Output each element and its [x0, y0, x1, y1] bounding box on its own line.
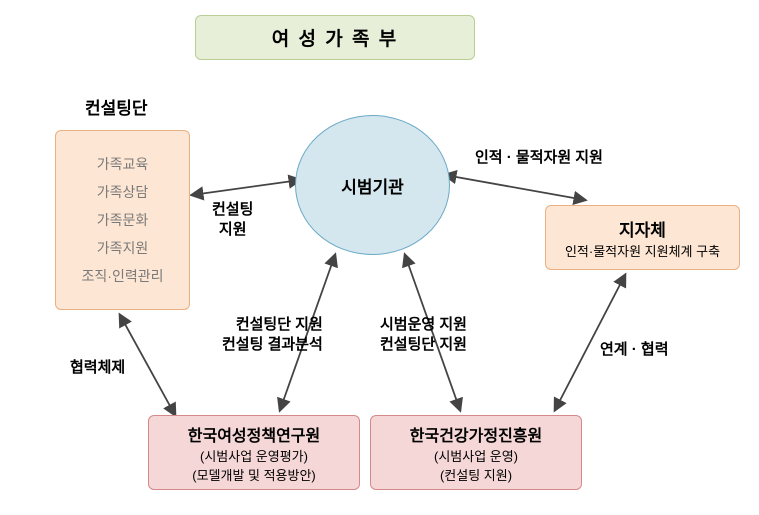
khfpi-sub2: (컨설팅 지원)	[440, 465, 512, 484]
consulting-box: 가족교육 가족상담 가족문화 가족지원 조직·인력관리	[55, 130, 190, 310]
kwdi-sub1: (시범사업 운영평가)	[200, 446, 308, 465]
label-left-mid: 컨설팅단 지원 컨설팅 결과분석	[222, 315, 323, 354]
pilot-circle: 시범기관	[295, 115, 450, 255]
kwdi-sub2: (모델개발 및 적용방안)	[192, 465, 316, 484]
consulting-item: 가족교육	[82, 150, 164, 178]
ministry-title: 여 성 가 족 부	[272, 24, 399, 51]
label-link-coop: 연계 · 협력	[600, 340, 669, 360]
khfpi-box: 한국건강가정진흥원 (시범사업 운영) (컨설팅 지원)	[370, 415, 582, 490]
consulting-item: 가족상담	[82, 178, 164, 206]
label-right-mid: 시범운영 지원 컨설팅단 지원	[380, 315, 467, 354]
local-gov-subtitle: 인적·물적자원 지원체계 구축	[565, 241, 720, 260]
consulting-item: 가족지원	[82, 234, 164, 262]
ministry-box: 여 성 가 족 부	[195, 15, 475, 60]
consulting-list: 가족교육 가족상담 가족문화 가족지원 조직·인력관리	[82, 150, 164, 290]
khfpi-title: 한국건강가정진흥원	[410, 422, 542, 446]
khfpi-sub1: (시범사업 운영)	[434, 446, 518, 465]
local-gov-box: 지자체 인적·물적자원 지원체계 구축	[545, 205, 740, 270]
pilot-title: 시범기관	[341, 173, 404, 198]
label-coop-system: 협력체제	[70, 358, 125, 378]
consulting-item: 가족문화	[82, 206, 164, 234]
kwdi-box: 한국여성정책연구원 (시범사업 운영평가) (모델개발 및 적용방안)	[148, 415, 360, 490]
kwdi-title: 한국여성정책연구원	[188, 422, 320, 446]
consulting-item: 조직·인력관리	[82, 262, 164, 290]
consulting-heading: 컨설팅단	[85, 98, 148, 120]
label-hr-material: 인적 · 물적자원 지원	[475, 148, 603, 168]
local-gov-title: 지자체	[619, 216, 666, 241]
label-consult-support: 컨설팅 지원	[212, 200, 253, 239]
